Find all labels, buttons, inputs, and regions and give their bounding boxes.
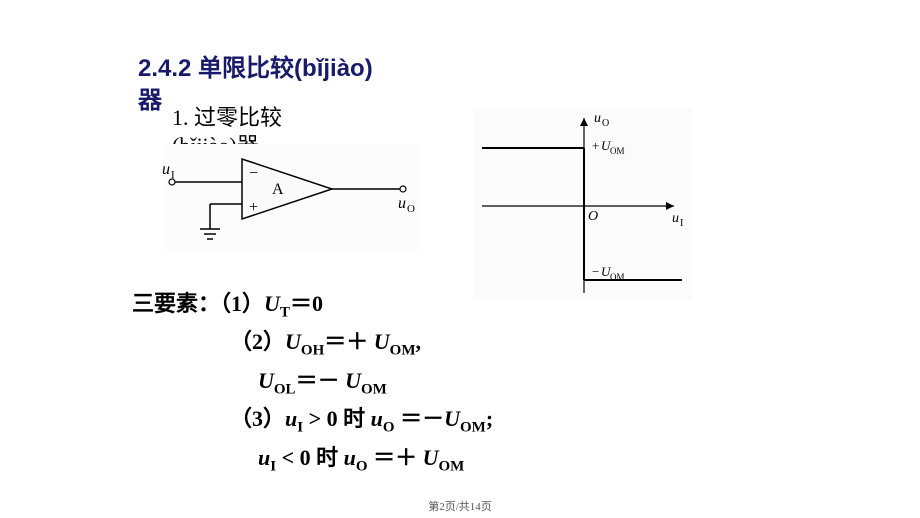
f2-OHsub: OH	[301, 343, 324, 359]
f3-OLsub: OL	[274, 381, 296, 397]
svg-text:O: O	[407, 203, 415, 215]
f5-mid: < 0 时	[276, 445, 344, 470]
f5-eq: ＝＋	[368, 445, 423, 470]
f2-eq1: ＝＋	[324, 329, 374, 354]
svg-text:u: u	[162, 161, 170, 178]
svg-text:u: u	[398, 195, 406, 212]
svg-text:O: O	[588, 209, 598, 224]
formula-line-4: （3）uI > 0 时 uO ＝－UOM;	[230, 401, 493, 439]
f2-U1: U	[285, 329, 301, 354]
circuit-diagram: u I − + A u O	[162, 144, 422, 254]
formula-line-3: UOL＝－ UOM	[258, 363, 493, 401]
f4-U: U	[444, 406, 460, 431]
svg-text:OM: OM	[610, 146, 625, 156]
transfer-graph: O u O u I + U OM − U OM	[474, 108, 692, 300]
formula-line-1: 三要素：（1）UT＝0	[132, 286, 493, 324]
formula-line-5: uI < 0 时 uO ＝＋ UOM	[258, 440, 493, 478]
svg-text:u: u	[672, 211, 679, 226]
f4-eq: ＝－	[395, 406, 445, 431]
f1-eq: ＝0	[290, 291, 323, 316]
circuit-svg: u I − + A u O	[162, 144, 422, 254]
f2-U2: U	[374, 329, 390, 354]
f4-u2: u	[371, 406, 383, 431]
formula-line-2: （2）UOH＝＋ UOM,	[230, 324, 493, 362]
f4-OMsub: OM	[460, 420, 486, 436]
f3-eq1: ＝－	[296, 368, 346, 393]
f1-U: U	[264, 291, 280, 316]
svg-text:I: I	[171, 169, 175, 181]
f2-label: （2）	[230, 329, 285, 354]
f1-label: （1）	[220, 291, 264, 316]
svg-text:−: −	[249, 165, 258, 182]
formula-block: 三要素：（1）UT＝0 （2）UOH＝＋ UOM, UOL＝－ UOM （3）u…	[132, 286, 493, 478]
f3-OMsub: OM	[361, 381, 387, 397]
formula-prefix: 三要素：	[132, 291, 220, 316]
f2-OMsub: OM	[390, 343, 416, 359]
page-footer: 第2页/共14页	[0, 498, 920, 514]
f1-Tsub: T	[280, 304, 290, 320]
svg-text:−: −	[592, 264, 599, 279]
svg-text:OM: OM	[610, 272, 625, 282]
f5-u1: u	[258, 445, 270, 470]
svg-text:u: u	[594, 111, 601, 126]
svg-text:+: +	[249, 199, 258, 216]
f4-u1: u	[285, 406, 297, 431]
f3-U1: U	[258, 368, 274, 393]
svg-text:O: O	[602, 118, 609, 129]
f3-U2: U	[345, 368, 361, 393]
f5-OMsub: OM	[438, 458, 464, 474]
f4-mid: > 0 时	[303, 406, 371, 431]
graph-svg: O u O u I + U OM − U OM	[474, 108, 692, 300]
f4-label: （3）	[230, 406, 285, 431]
f4-Osub: O	[383, 420, 395, 436]
svg-text:A: A	[272, 181, 284, 198]
svg-text:I: I	[680, 218, 683, 229]
section-title-line2: 器	[138, 80, 162, 115]
f5-Osub: O	[356, 458, 368, 474]
f5-u2: u	[344, 445, 356, 470]
f2-comma: ,	[415, 329, 421, 354]
section-title-line1: 2.4.2 单限比较(bǐjiào)	[138, 48, 373, 83]
f4-semi: ;	[486, 406, 493, 431]
svg-text:+: +	[592, 138, 599, 153]
f5-U: U	[423, 445, 439, 470]
